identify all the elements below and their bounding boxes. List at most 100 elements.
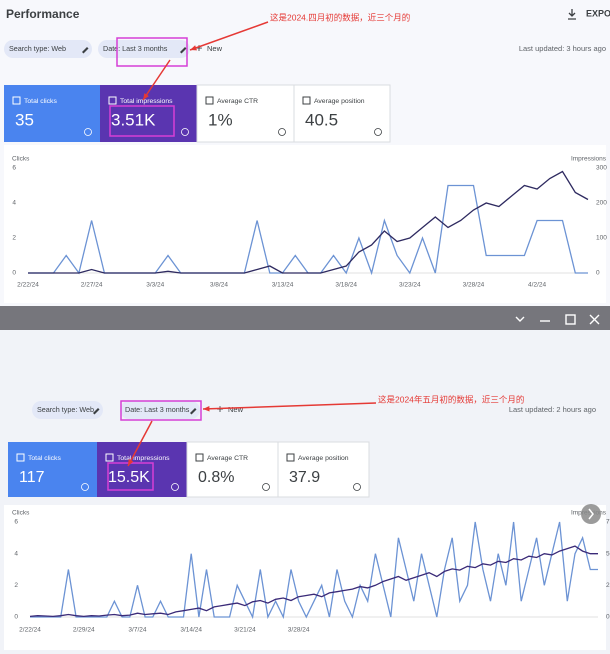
y-tick-label: 0 <box>12 270 16 277</box>
arrow-head <box>143 93 149 100</box>
metric-label: Total clicks <box>24 98 57 105</box>
filter-label: Search type: Web <box>37 405 94 414</box>
box-highlight <box>120 400 202 421</box>
close-icon[interactable] <box>589 314 600 325</box>
metric-label: Total impressions <box>117 455 170 462</box>
x-tick-label: 3/23/24 <box>399 282 421 289</box>
metric-card[interactable] <box>293 84 391 143</box>
y2-axis-label: Impressions <box>571 156 607 163</box>
annotation-arrow <box>127 420 153 467</box>
window-bar <box>0 306 610 330</box>
window-controls <box>515 314 600 325</box>
x-tick-label: 3/8/24 <box>210 282 228 289</box>
y-tick-label: 2 <box>12 235 16 242</box>
x-tick-label: 3/18/24 <box>335 282 357 289</box>
arrow-head <box>203 406 210 412</box>
y-tick-label: 4 <box>14 550 18 557</box>
metric-label: Total clicks <box>28 455 61 462</box>
metric-card[interactable] <box>97 442 187 497</box>
help-icon <box>353 483 361 491</box>
x-tick-label: 2/29/24 <box>73 627 95 634</box>
value-highlight <box>109 105 175 137</box>
metric-label: Average position <box>298 455 349 462</box>
filter-chip[interactable] <box>4 40 92 58</box>
metric-value: 40.5 <box>305 110 338 129</box>
chevron-icon[interactable] <box>515 316 525 322</box>
annotation-arrow <box>189 21 269 51</box>
metric-value: 37.9 <box>289 469 320 486</box>
metric-value: 15.5K <box>108 469 150 486</box>
metric-checkbox <box>12 96 21 105</box>
metric-value: 3.51K <box>111 110 156 129</box>
metric-value: 0.8% <box>198 469 234 486</box>
metric-value: 35 <box>15 110 34 129</box>
maximize-icon[interactable] <box>565 314 576 325</box>
x-tick-label: 2/27/24 <box>81 282 103 289</box>
arrow-head <box>128 459 134 466</box>
metric-card[interactable] <box>100 85 197 142</box>
new-button[interactable]: New <box>228 405 244 414</box>
edit-icon <box>180 47 187 54</box>
new-button[interactable]: New <box>207 44 223 53</box>
y2-tick-label: 200 <box>596 200 607 207</box>
x-tick-label: 3/28/24 <box>463 282 485 289</box>
x-tick-label: 2/22/24 <box>17 282 39 289</box>
metric-card[interactable] <box>8 442 97 497</box>
y2-tick-label: 100 <box>596 235 607 242</box>
filter-chip[interactable] <box>98 40 190 58</box>
export-button[interactable]: EXPO <box>586 8 610 18</box>
metric-label: Average position <box>314 98 365 105</box>
series-line <box>28 170 589 274</box>
metric-card[interactable] <box>4 85 100 142</box>
y-tick-label: 6 <box>12 165 16 172</box>
y-axis-label: Clicks <box>12 510 30 517</box>
metric-checkbox <box>286 453 295 462</box>
metric-checkbox <box>302 96 311 105</box>
y2-tick-label: 250 <box>606 582 610 589</box>
metric-value: 117 <box>19 469 45 486</box>
box-highlight <box>116 37 188 67</box>
y2-tick-label: 500 <box>606 550 610 557</box>
help-icon <box>262 483 270 491</box>
chart-card <box>4 145 606 303</box>
filter-label: Date: Last 3 months <box>103 44 168 53</box>
metric-value: 1% <box>208 110 233 129</box>
help-icon <box>81 483 89 491</box>
new-plus: + <box>216 402 223 416</box>
arrow-head <box>190 45 197 51</box>
annotation: 这是2024年五月初的数据，近三个月的 <box>378 394 524 404</box>
y-tick-label: 6 <box>14 519 18 526</box>
x-tick-label: 3/3/24 <box>146 282 164 289</box>
filter-chip[interactable] <box>32 401 103 419</box>
metric-checkbox <box>108 96 117 105</box>
x-tick-label: 4/2/24 <box>528 282 546 289</box>
x-tick-label: 2/22/24 <box>19 627 41 634</box>
help-icon <box>84 128 92 136</box>
metric-label: Average CTR <box>217 98 258 105</box>
annotation-arrow <box>202 402 377 410</box>
series-line <box>30 521 598 620</box>
y-tick-label: 2 <box>14 582 18 589</box>
export-icon[interactable] <box>568 9 576 20</box>
metric-card[interactable] <box>196 84 295 143</box>
last-updated: Last updated: 2 hours ago <box>509 405 596 414</box>
scroll-button[interactable] <box>581 504 601 524</box>
x-tick-label: 3/13/24 <box>272 282 294 289</box>
help-icon <box>278 128 286 136</box>
chart-card <box>4 505 606 650</box>
annotation-arrow <box>142 59 171 101</box>
metric-label: Total impressions <box>120 98 173 105</box>
help-icon <box>374 128 382 136</box>
new-plus: + <box>195 41 202 55</box>
y2-tick-label: 300 <box>596 165 607 172</box>
y2-tick-label: 0 <box>606 614 610 621</box>
filter-chip[interactable] <box>120 401 200 419</box>
help-icon <box>181 128 189 136</box>
edit-icon <box>190 408 197 415</box>
y-axis-label: Clicks <box>12 156 30 163</box>
x-tick-label: 3/7/24 <box>128 627 146 634</box>
metric-label: Average CTR <box>207 455 248 462</box>
y-tick-label: 0 <box>14 614 18 621</box>
x-tick-label: 3/21/24 <box>234 627 256 634</box>
